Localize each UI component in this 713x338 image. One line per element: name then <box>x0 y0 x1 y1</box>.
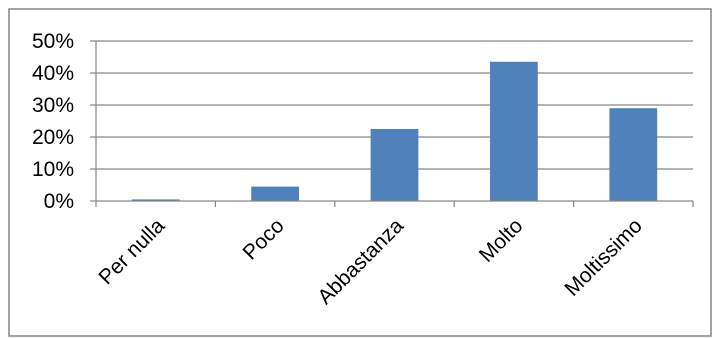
chart-border <box>8 8 712 337</box>
x-category-label: Per nulla <box>94 214 169 289</box>
x-category-label: Abbastanza <box>313 214 408 309</box>
y-tick-label: 40% <box>32 62 74 85</box>
x-category-label: Molto <box>475 214 528 267</box>
bar-molto <box>490 61 538 201</box>
bar-series <box>131 61 658 201</box>
y-tick-label: 30% <box>32 94 74 117</box>
y-tick-label: 50% <box>32 30 74 53</box>
y-axis-tick-labels: 0% 10% 20% 30% 40% 50% <box>32 30 74 213</box>
y-tick-label: 0% <box>44 190 74 213</box>
x-category-label: Poco <box>239 214 289 264</box>
bar-poco <box>251 186 299 201</box>
x-axis-category-labels: Per nulla Poco Abbastanza Molto Moltissimo <box>94 214 646 309</box>
y-tick-label: 10% <box>32 158 74 181</box>
x-category-label: Moltissimo <box>560 214 646 300</box>
axes <box>90 40 694 207</box>
y-tick-label: 20% <box>32 126 74 149</box>
grid-lines <box>96 40 693 170</box>
bar-moltissimo <box>609 108 658 201</box>
bar-abbastanza <box>370 129 419 201</box>
bar-per-nulla <box>131 199 180 201</box>
